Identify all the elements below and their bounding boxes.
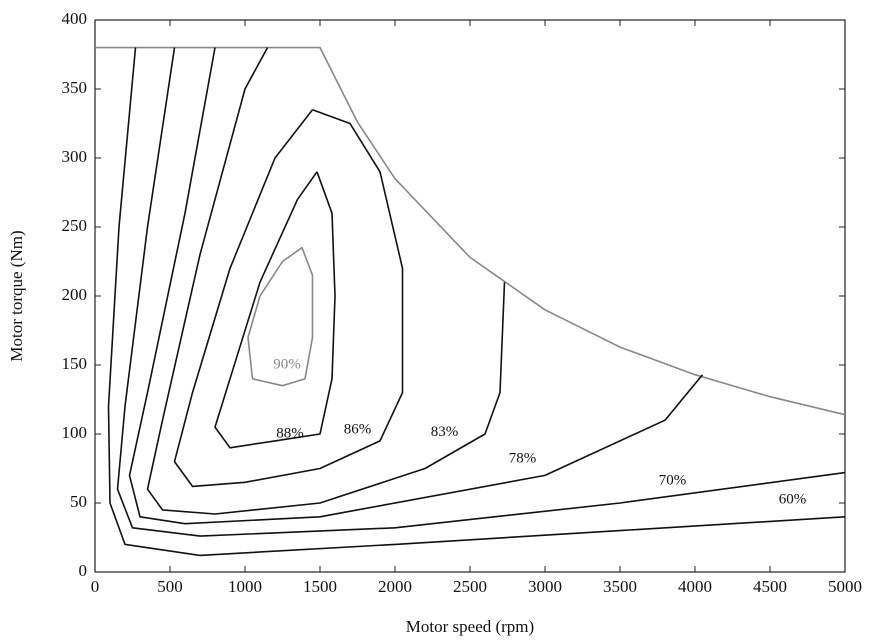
contour-label: 83%	[431, 424, 459, 440]
contour-label: 90%	[273, 356, 301, 372]
contour-line	[107, 47, 846, 557]
y-tick-label: 400	[62, 9, 88, 28]
y-tick-label: 250	[62, 216, 88, 235]
y-tick-label: 350	[62, 78, 88, 97]
contour-label: 70%	[659, 472, 687, 488]
x-tick-label: 2500	[453, 577, 487, 596]
y-tick-label: 0	[79, 561, 88, 580]
y-tick-label: 300	[62, 147, 88, 166]
y-axis-label: Motor torque (Nm)	[7, 230, 26, 361]
contour-line	[247, 246, 314, 387]
contour-label: 78%	[509, 450, 537, 466]
contour-line	[146, 47, 506, 515]
x-tick-label: 5000	[828, 577, 862, 596]
x-tick-label: 2000	[378, 577, 412, 596]
torque-envelope	[95, 46, 846, 416]
x-tick-label: 1500	[303, 577, 337, 596]
contour-line	[214, 171, 336, 449]
x-tick-label: 4000	[678, 577, 712, 596]
y-tick-label: 150	[62, 354, 88, 373]
x-tick-label: 500	[157, 577, 183, 596]
contour-label: 86%	[344, 421, 372, 437]
x-tick-label: 1000	[228, 577, 262, 596]
x-tick-label: 3000	[528, 577, 562, 596]
y-tick-label: 50	[70, 492, 87, 511]
x-tick-label: 0	[91, 577, 100, 596]
y-tick-label: 100	[62, 423, 88, 442]
x-tick-label: 3500	[603, 577, 637, 596]
contour-label: 88%	[276, 425, 304, 441]
contour-line	[173, 108, 404, 488]
x-axis-label: Motor speed (rpm)	[406, 617, 534, 636]
contour-line	[116, 47, 846, 537]
contour-label: 60%	[779, 492, 807, 508]
contour-line	[128, 47, 704, 525]
x-tick-label: 4500	[753, 577, 787, 596]
y-tick-label: 200	[62, 285, 88, 304]
